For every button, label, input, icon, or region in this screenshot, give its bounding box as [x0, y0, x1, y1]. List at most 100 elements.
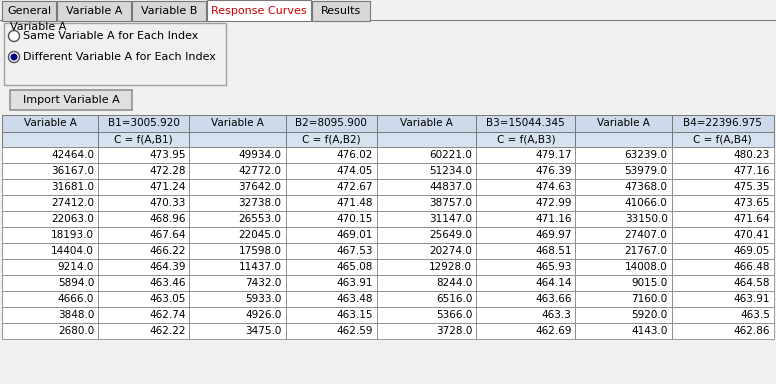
- Text: Variable A: Variable A: [23, 119, 77, 129]
- Text: 463.3: 463.3: [542, 310, 571, 320]
- Bar: [476, 291, 576, 307]
- Text: 36167.0: 36167.0: [51, 166, 94, 176]
- Text: 463.05: 463.05: [149, 294, 185, 304]
- Text: 63239.0: 63239.0: [625, 150, 667, 160]
- Bar: [671, 307, 774, 323]
- Bar: [576, 323, 671, 339]
- Text: 462.22: 462.22: [149, 326, 185, 336]
- Bar: [377, 115, 476, 132]
- Bar: [286, 259, 377, 275]
- Text: General: General: [7, 6, 51, 16]
- Text: 33150.0: 33150.0: [625, 214, 667, 224]
- Text: 20274.0: 20274.0: [429, 246, 473, 256]
- Text: 477.16: 477.16: [733, 166, 770, 176]
- Text: 475.35: 475.35: [733, 182, 770, 192]
- Bar: [98, 115, 189, 132]
- Bar: [10, 90, 132, 110]
- Bar: [98, 275, 189, 291]
- Bar: [671, 211, 774, 227]
- Text: 464.58: 464.58: [733, 278, 770, 288]
- Bar: [476, 147, 576, 163]
- Text: 6516.0: 6516.0: [436, 294, 473, 304]
- Bar: [576, 259, 671, 275]
- Bar: [189, 163, 286, 179]
- Text: 51234.0: 51234.0: [429, 166, 473, 176]
- Bar: [312, 1, 370, 21]
- Bar: [2, 323, 98, 339]
- Text: 2680.0: 2680.0: [58, 326, 94, 336]
- Bar: [189, 291, 286, 307]
- Text: 463.66: 463.66: [535, 294, 571, 304]
- Bar: [476, 195, 576, 211]
- Text: 470.41: 470.41: [733, 230, 770, 240]
- Text: 470.33: 470.33: [149, 198, 185, 208]
- Text: 463.48: 463.48: [337, 294, 373, 304]
- Text: 5894.0: 5894.0: [57, 278, 94, 288]
- Bar: [476, 307, 576, 323]
- Bar: [476, 243, 576, 259]
- Text: 5933.0: 5933.0: [245, 294, 282, 304]
- Text: 474.05: 474.05: [337, 166, 373, 176]
- Bar: [286, 195, 377, 211]
- Bar: [2, 291, 98, 307]
- Bar: [576, 147, 671, 163]
- Text: 31147.0: 31147.0: [429, 214, 473, 224]
- Text: 463.15: 463.15: [337, 310, 373, 320]
- Bar: [377, 323, 476, 339]
- Bar: [2, 195, 98, 211]
- Text: 7160.0: 7160.0: [632, 294, 667, 304]
- Text: 476.02: 476.02: [337, 150, 373, 160]
- Bar: [476, 163, 576, 179]
- Text: 22063.0: 22063.0: [51, 214, 94, 224]
- Bar: [671, 115, 774, 132]
- Bar: [476, 211, 576, 227]
- Bar: [286, 227, 377, 243]
- Text: B1=3005.920: B1=3005.920: [108, 119, 180, 129]
- Text: 468.96: 468.96: [149, 214, 185, 224]
- Bar: [377, 211, 476, 227]
- Bar: [576, 211, 671, 227]
- Text: 462.86: 462.86: [733, 326, 770, 336]
- Text: 4926.0: 4926.0: [245, 310, 282, 320]
- Bar: [2, 179, 98, 195]
- Circle shape: [9, 30, 19, 41]
- Text: 37642.0: 37642.0: [238, 182, 282, 192]
- Bar: [98, 243, 189, 259]
- Bar: [207, 0, 311, 21]
- Text: 4666.0: 4666.0: [57, 294, 94, 304]
- Text: 18193.0: 18193.0: [51, 230, 94, 240]
- Text: 7432.0: 7432.0: [245, 278, 282, 288]
- Text: 47368.0: 47368.0: [625, 182, 667, 192]
- Bar: [2, 307, 98, 323]
- Text: 466.22: 466.22: [149, 246, 185, 256]
- Text: Import Variable A: Import Variable A: [23, 95, 120, 105]
- Bar: [576, 243, 671, 259]
- Bar: [98, 163, 189, 179]
- Text: 463.91: 463.91: [337, 278, 373, 288]
- Bar: [476, 132, 576, 147]
- Bar: [576, 132, 671, 147]
- Bar: [286, 163, 377, 179]
- Bar: [377, 147, 476, 163]
- Text: 469.97: 469.97: [535, 230, 571, 240]
- Text: 26553.0: 26553.0: [238, 214, 282, 224]
- Bar: [286, 323, 377, 339]
- Text: 5920.0: 5920.0: [632, 310, 667, 320]
- Bar: [189, 179, 286, 195]
- Bar: [671, 291, 774, 307]
- Bar: [189, 147, 286, 163]
- Text: 3848.0: 3848.0: [57, 310, 94, 320]
- Circle shape: [9, 51, 19, 63]
- Circle shape: [11, 53, 18, 61]
- Bar: [576, 195, 671, 211]
- Bar: [189, 227, 286, 243]
- Bar: [377, 307, 476, 323]
- Bar: [377, 132, 476, 147]
- Bar: [671, 179, 774, 195]
- Text: 474.63: 474.63: [535, 182, 571, 192]
- Text: 32738.0: 32738.0: [238, 198, 282, 208]
- Bar: [576, 275, 671, 291]
- Text: 53979.0: 53979.0: [625, 166, 667, 176]
- Bar: [2, 147, 98, 163]
- Bar: [286, 275, 377, 291]
